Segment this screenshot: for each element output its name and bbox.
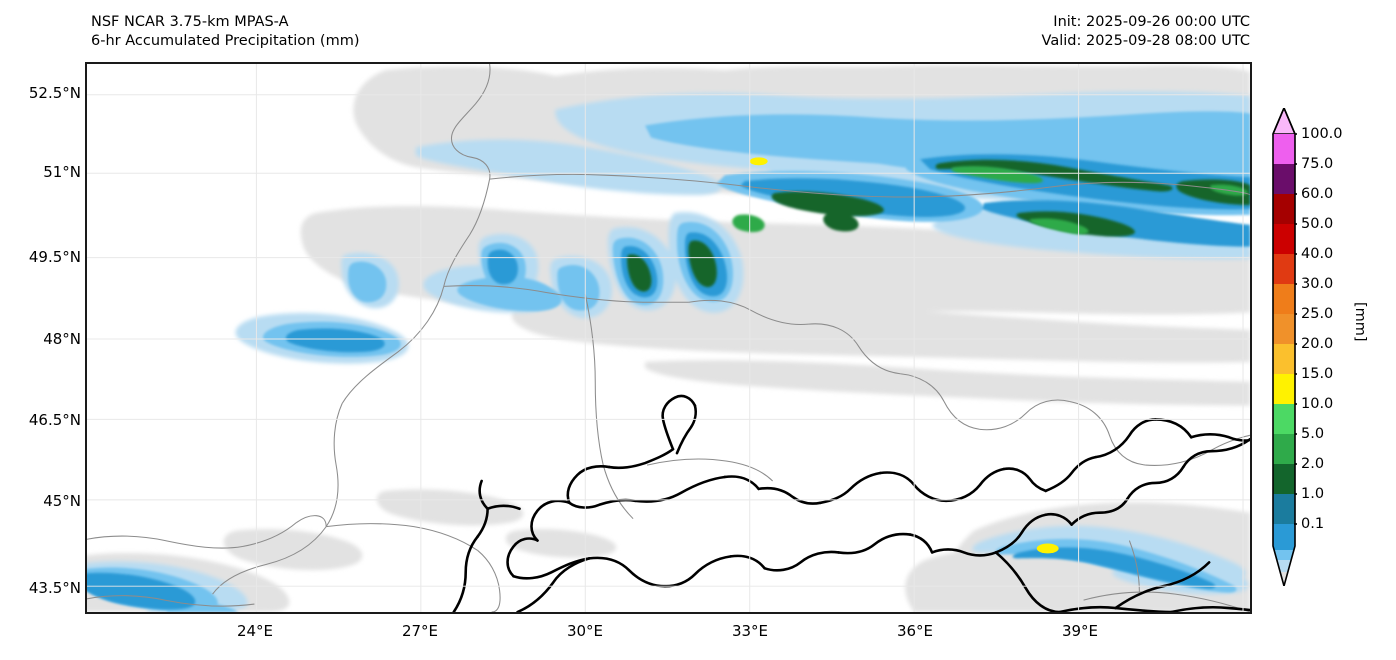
x-tick-label: 30°E [566, 622, 604, 640]
colorbar-tick-label: 2.0 [1301, 456, 1325, 472]
colorbar-tick-label: 0.1 [1301, 516, 1325, 532]
init-time: Init: 2025-09-26 00:00 UTC [1053, 14, 1250, 30]
figure-title-left: NSF NCAR 3.75-km MPAS-A 6-hr Accumulated … [91, 13, 359, 51]
x-tick-label: 36°E [896, 622, 934, 640]
y-tick-label: 49.5°N [28, 248, 81, 266]
precip-band-20p0 [749, 157, 1059, 554]
map-plot-area[interactable] [85, 62, 1252, 614]
x-tick-label: 39°E [1061, 622, 1099, 640]
y-tick-label: 51°N [43, 163, 81, 181]
colorbar-tick-label: 10.0 [1301, 396, 1334, 412]
colorbar-tick-label: 75.0 [1301, 156, 1334, 172]
y-tick-label: 46.5°N [28, 411, 81, 429]
colorbar-tick-label: 60.0 [1301, 186, 1334, 202]
field-name: 6-hr Accumulated Precipitation (mm) [91, 33, 360, 49]
y-tick-label: 48°N [43, 330, 81, 348]
colorbar-tick-label: 1.0 [1301, 486, 1325, 502]
x-tick-label: 33°E [731, 622, 769, 640]
x-tick-label: 27°E [401, 622, 439, 640]
figure-title-right: Init: 2025-09-26 00:00 UTC Valid: 2025-09… [1042, 13, 1250, 51]
y-tick-label: 43.5°N [28, 579, 81, 597]
valid-time: Valid: 2025-09-28 08:00 UTC [1041, 33, 1250, 49]
y-tick-label: 45°N [43, 492, 81, 510]
colorbar-axis-label: [mm] [1352, 302, 1368, 342]
colorbar-tick-label: 100.0 [1301, 126, 1343, 142]
map-canvas [87, 64, 1250, 612]
x-tick-label: 24°E [236, 622, 274, 640]
colorbar-tick-label: 40.0 [1301, 246, 1334, 262]
country-borders [87, 64, 1250, 612]
colorbar-ticks [1294, 133, 1297, 525]
colorbar-tick-label: 50.0 [1301, 216, 1334, 232]
y-tick-label: 52.5°N [28, 84, 81, 102]
precip-band-15p0 [732, 166, 1248, 235]
colorbar-tick-label: 5.0 [1301, 426, 1325, 442]
colorbar-tick-label: 15.0 [1301, 366, 1334, 382]
colorbar-tick-label: 30.0 [1301, 276, 1334, 292]
model-name: NSF NCAR 3.75-km MPAS-A [91, 14, 289, 30]
colorbar-tick-label: 25.0 [1301, 306, 1334, 322]
map-gridlines [87, 64, 1250, 612]
colorbar-gradient [1272, 108, 1297, 586]
colorbar[interactable] [1271, 108, 1297, 586]
colorbar-tick-label: 20.0 [1301, 336, 1334, 352]
